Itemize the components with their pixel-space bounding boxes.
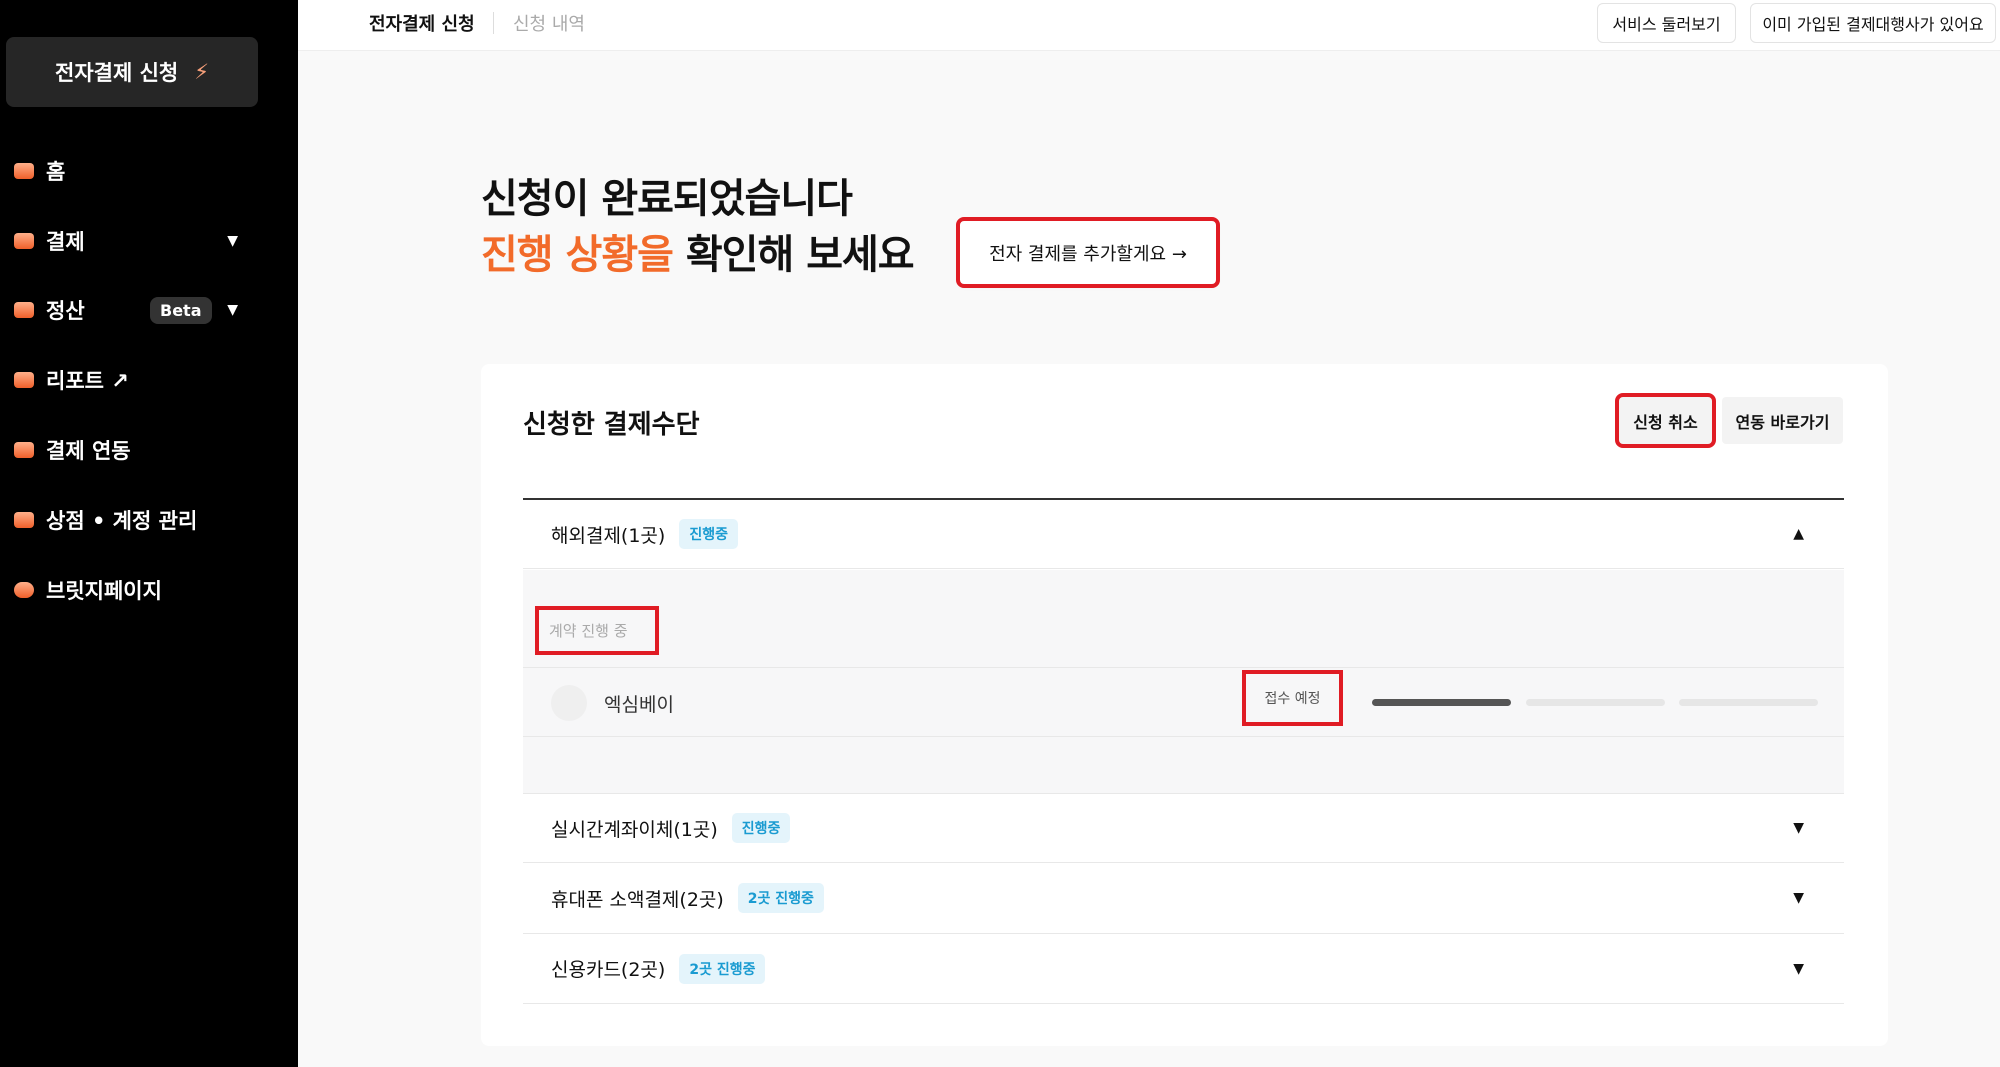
add-payment-button[interactable]: 전자 결제를 추가할게요 → bbox=[956, 217, 1220, 288]
section-details bbox=[523, 570, 1844, 793]
service-tour-button[interactable]: 서비스 둘러보기 bbox=[1597, 3, 1736, 43]
label: 정산 bbox=[46, 299, 85, 323]
sidebar-item-home[interactable]: 홈 bbox=[14, 151, 254, 191]
status-badge: 진행중 bbox=[731, 813, 791, 843]
section-name: 해외결제(1곳) bbox=[551, 524, 666, 547]
cancel-application-button[interactable]: 신청 취소 bbox=[1615, 393, 1716, 448]
list-item bbox=[523, 667, 1844, 737]
group-label: 계약 진행 중 bbox=[535, 606, 659, 655]
lightning-icon: ⚡ bbox=[194, 60, 209, 84]
section-name: 휴대폰 소액결제(2곳) bbox=[551, 888, 724, 911]
chevron-down-icon[interactable]: ▼ bbox=[1793, 890, 1804, 906]
chevron-up-icon[interactable]: ▲ bbox=[1793, 526, 1804, 542]
page-title: 신청이 완료되었습니다 bbox=[481, 176, 853, 222]
progress-step-2 bbox=[1526, 699, 1665, 706]
status-badge: 2곳 진행중 bbox=[737, 883, 824, 913]
sidebar-item-report[interactable]: 리포트 ↗ bbox=[14, 360, 254, 400]
label: 상점 • 계정 관리 bbox=[46, 509, 198, 533]
sidebar-item-payment[interactable]: 결제 ▼ bbox=[14, 221, 254, 261]
store-icon bbox=[14, 512, 34, 528]
progress-step-1 bbox=[1372, 699, 1511, 706]
sidebar: 전자결제 신청 ⚡ 홈 결제 ▼ 정산 Beta ▼ 리포트 ↗ 결제 연동 상점 • … bbox=[0, 0, 298, 1067]
section-credit-card[interactable]: 신용카드(2곳) 2곳 진행중 ▼ bbox=[523, 934, 1844, 1004]
eximbay-logo bbox=[551, 685, 587, 721]
apply-label: 전자결제 신청 bbox=[55, 61, 179, 85]
tab-history[interactable]: 신청 내역 bbox=[513, 14, 585, 35]
subtitle-highlight: 진행 상황을 bbox=[481, 232, 674, 278]
sidebar-item-settlement[interactable]: 정산 Beta ▼ bbox=[14, 290, 254, 330]
section-overseas[interactable]: 해외결제(1곳) 진행중 ▲ bbox=[523, 500, 1844, 569]
section-realtime-transfer[interactable]: 실시간계좌이체(1곳) 진행중 ▼ bbox=[523, 793, 1844, 863]
documents-icon bbox=[14, 302, 34, 318]
progress-step-3 bbox=[1679, 699, 1818, 706]
label: 리포트 ↗ bbox=[46, 369, 129, 393]
page-subtitle: 진행 상황을 확인해 보세요 bbox=[481, 222, 915, 280]
label: 브릿지페이지 bbox=[46, 579, 162, 603]
go-to-integration-button[interactable]: 연동 바로가기 bbox=[1722, 397, 1843, 444]
home-icon bbox=[14, 163, 34, 179]
label: 결제 bbox=[46, 230, 85, 254]
layers-icon bbox=[14, 372, 34, 388]
status-badge: 진행중 bbox=[679, 519, 738, 549]
chevron-down-icon[interactable]: ▼ bbox=[1793, 960, 1804, 977]
section-name: 실시간계좌이체(1곳) bbox=[551, 818, 718, 841]
link-icon bbox=[14, 442, 34, 458]
chevron-down-icon: ▼ bbox=[227, 302, 238, 318]
sidebar-item-integration[interactable]: 결제 연동 bbox=[14, 430, 254, 470]
divider bbox=[493, 12, 494, 34]
label: 홈 bbox=[46, 160, 66, 184]
status-text: 접수 예정 bbox=[1242, 670, 1343, 726]
pg-name: 엑심베이 bbox=[604, 694, 674, 716]
beta-badge: Beta bbox=[150, 296, 212, 324]
status-badge: 2곳 진행중 bbox=[679, 953, 766, 984]
sidebar-item-bridge[interactable]: 브릿지페이지 bbox=[14, 570, 254, 610]
section-mobile[interactable]: 휴대폰 소액결제(2곳) 2곳 진행중 ▼ bbox=[523, 863, 1844, 934]
apply-button[interactable]: 전자결제 신청 ⚡ bbox=[6, 37, 258, 107]
sidebar-item-store[interactable]: 상점 • 계정 관리 bbox=[14, 500, 254, 540]
label: 결제 연동 bbox=[46, 439, 131, 463]
tab-apply[interactable]: 전자결제 신청 bbox=[369, 14, 475, 35]
existing-pg-button[interactable]: 이미 가입된 결제대행사가 있어요 bbox=[1750, 3, 1996, 43]
section-name: 신용카드(2곳) bbox=[551, 959, 666, 981]
chevron-down-icon[interactable]: ▼ bbox=[1793, 820, 1804, 836]
divider bbox=[523, 498, 1844, 500]
toggle-icon bbox=[14, 582, 34, 598]
subtitle-rest: 확인해 보세요 bbox=[672, 232, 915, 278]
layers-icon bbox=[14, 233, 34, 249]
card-title: 신청한 결제수단 bbox=[523, 410, 700, 440]
chevron-down-icon: ▼ bbox=[227, 233, 238, 249]
